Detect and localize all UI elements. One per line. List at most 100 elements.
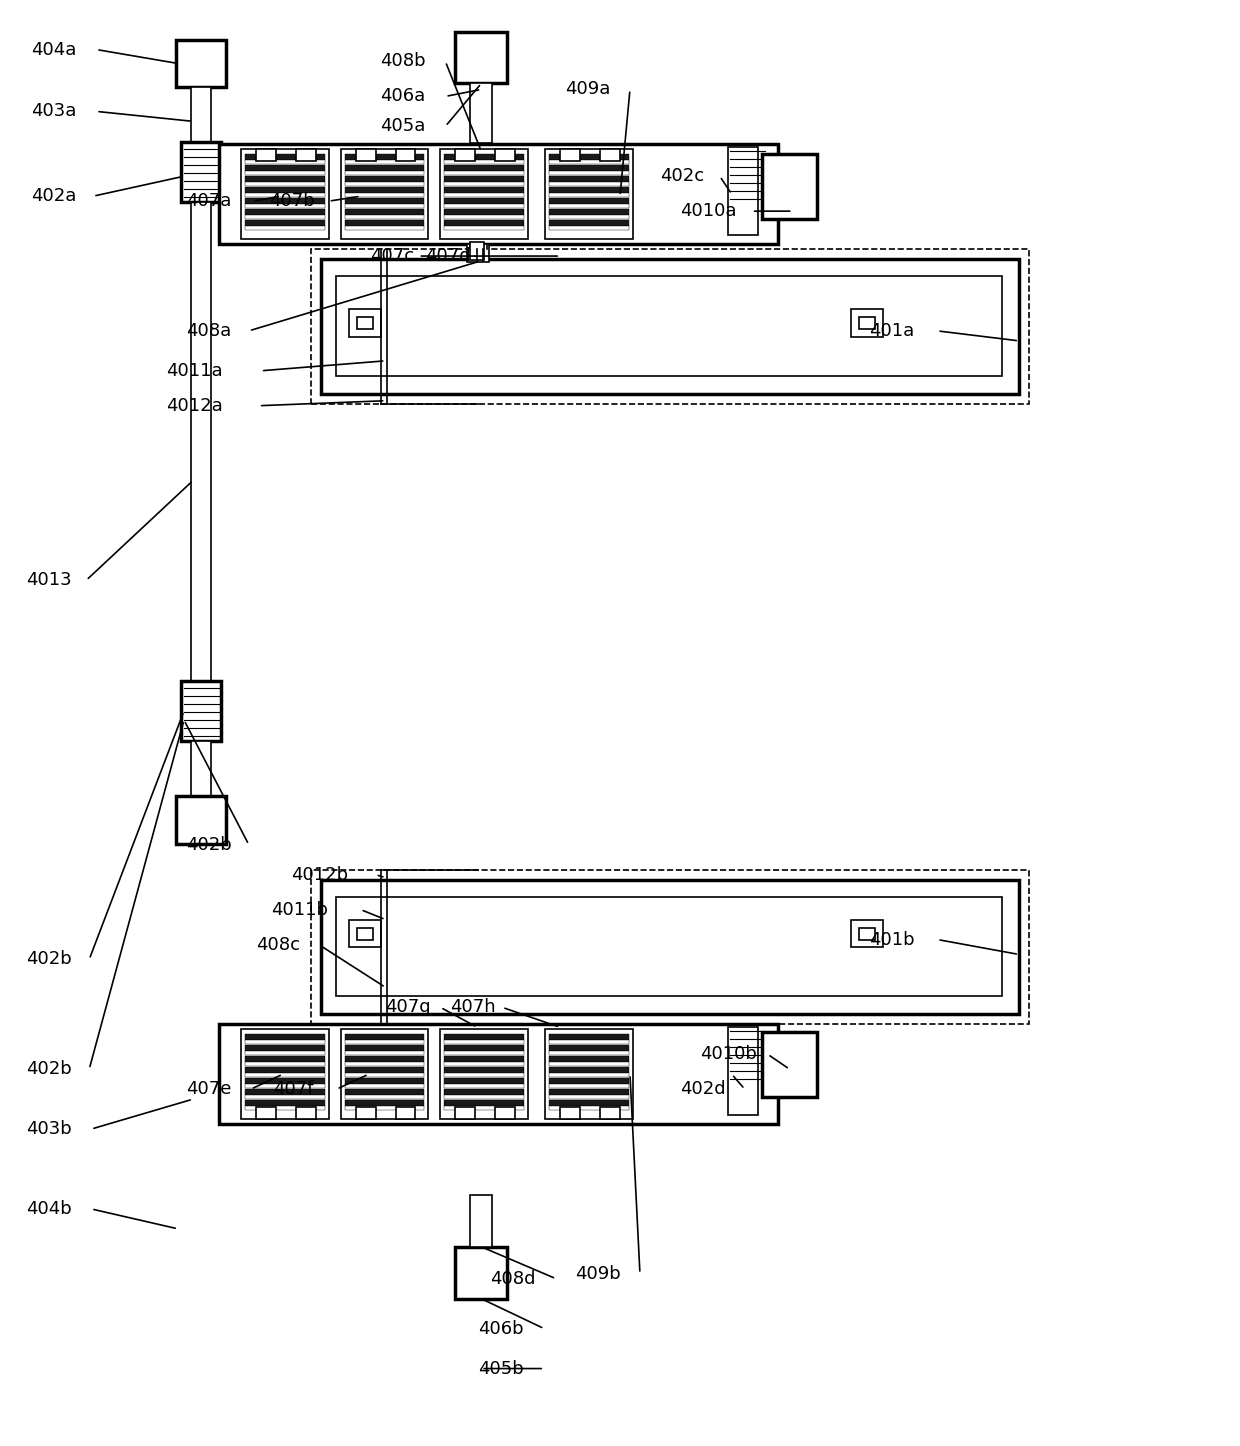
Bar xyxy=(444,1063,525,1066)
Bar xyxy=(440,1030,528,1119)
Bar xyxy=(546,1030,632,1119)
Bar xyxy=(549,1051,629,1056)
Bar xyxy=(341,149,429,239)
Bar xyxy=(549,1056,629,1063)
Bar xyxy=(444,171,525,175)
Bar xyxy=(549,215,629,220)
Bar xyxy=(244,176,325,182)
Bar xyxy=(181,142,221,202)
Bar xyxy=(444,176,525,182)
Bar xyxy=(444,165,525,171)
Bar xyxy=(444,1067,525,1073)
Bar xyxy=(549,198,629,204)
Bar xyxy=(549,1073,629,1077)
Bar xyxy=(444,1040,525,1044)
Text: 405a: 405a xyxy=(381,117,425,136)
Bar xyxy=(495,1108,516,1119)
Bar xyxy=(357,317,372,328)
Bar xyxy=(455,1108,475,1119)
Text: 402c: 402c xyxy=(660,168,704,185)
Bar xyxy=(244,194,325,197)
Bar xyxy=(549,1100,629,1106)
Bar xyxy=(444,1073,525,1077)
Bar xyxy=(600,149,620,162)
Bar xyxy=(348,309,381,337)
Bar xyxy=(549,165,629,171)
Bar xyxy=(549,1084,629,1089)
Bar xyxy=(244,161,325,165)
Bar xyxy=(345,1089,424,1095)
Bar xyxy=(244,1100,325,1106)
Text: 408d: 408d xyxy=(490,1270,536,1288)
Text: 408b: 408b xyxy=(381,52,427,71)
Bar xyxy=(549,1034,629,1040)
Bar xyxy=(345,182,424,187)
Bar xyxy=(176,795,226,843)
Text: 408c: 408c xyxy=(255,936,300,953)
Bar xyxy=(560,149,580,162)
Bar xyxy=(244,1073,325,1077)
Bar xyxy=(444,182,525,187)
Bar xyxy=(549,1079,629,1084)
Bar xyxy=(470,84,492,143)
Bar xyxy=(444,204,525,208)
Bar xyxy=(255,149,275,162)
Bar xyxy=(191,202,211,681)
Bar xyxy=(444,1106,525,1111)
Bar xyxy=(244,165,325,171)
Bar xyxy=(440,149,528,239)
Bar xyxy=(311,869,1029,1024)
Bar xyxy=(852,309,883,337)
Bar xyxy=(444,1095,525,1099)
Bar xyxy=(345,187,424,194)
Bar xyxy=(444,161,525,165)
Bar xyxy=(495,149,516,162)
Bar xyxy=(244,187,325,194)
Text: 402a: 402a xyxy=(31,187,77,205)
Bar xyxy=(345,176,424,182)
Text: 406a: 406a xyxy=(381,87,425,106)
Text: 4012a: 4012a xyxy=(166,396,223,415)
Text: 403b: 403b xyxy=(26,1121,72,1138)
Bar xyxy=(444,1100,525,1106)
Bar xyxy=(295,149,316,162)
Text: 409b: 409b xyxy=(575,1265,621,1283)
Bar xyxy=(549,220,629,226)
Text: 404b: 404b xyxy=(26,1200,72,1218)
Bar xyxy=(852,920,883,947)
Bar xyxy=(728,1027,758,1115)
Bar xyxy=(444,226,525,230)
Bar xyxy=(444,210,525,215)
Bar xyxy=(761,1032,817,1098)
Bar xyxy=(244,210,325,215)
Bar xyxy=(549,1095,629,1099)
Bar xyxy=(356,149,376,162)
Bar xyxy=(176,39,226,87)
Bar xyxy=(549,161,629,165)
Bar xyxy=(560,1108,580,1119)
Bar xyxy=(549,171,629,175)
Bar xyxy=(345,155,424,161)
Bar xyxy=(345,194,424,197)
Bar xyxy=(345,1034,424,1040)
Bar xyxy=(549,204,629,208)
Bar xyxy=(321,259,1019,393)
Bar xyxy=(345,210,424,215)
Bar xyxy=(345,1073,424,1077)
Bar xyxy=(244,1089,325,1095)
Text: 401b: 401b xyxy=(869,931,915,949)
Bar xyxy=(244,1056,325,1063)
Bar xyxy=(244,1034,325,1040)
Bar xyxy=(859,317,875,328)
Bar xyxy=(455,1246,507,1299)
Text: 406b: 406b xyxy=(479,1320,525,1338)
Bar xyxy=(244,1045,325,1051)
Bar xyxy=(549,226,629,230)
Bar xyxy=(444,215,525,220)
Bar xyxy=(396,1108,415,1119)
Bar xyxy=(244,182,325,187)
Bar xyxy=(455,149,475,162)
Text: 405b: 405b xyxy=(479,1359,525,1378)
Bar xyxy=(244,1063,325,1066)
Bar xyxy=(444,1056,525,1063)
